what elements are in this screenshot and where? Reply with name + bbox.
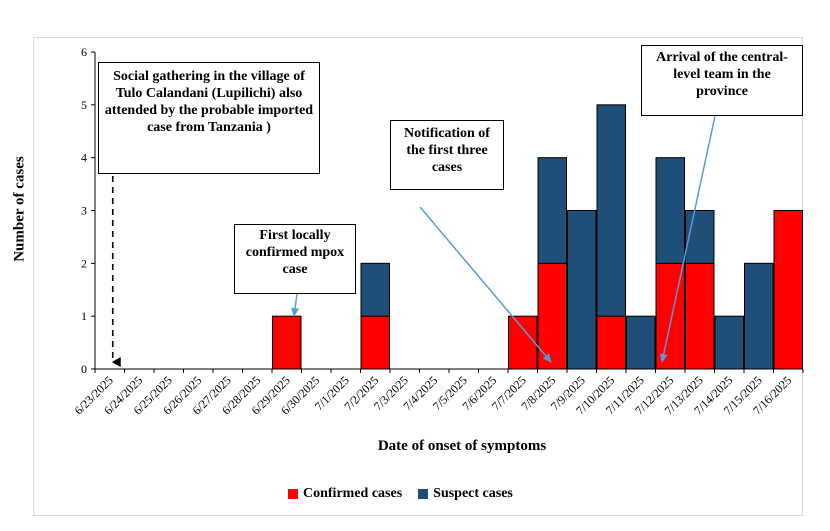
bar-confirmed-7-13-2025 xyxy=(685,262,715,370)
bar-confirmed-7-16-2025 xyxy=(773,210,803,370)
annotation-arrow-arrival xyxy=(659,115,716,363)
legend-swatch-suspect xyxy=(418,489,429,499)
legend-swatch-confirmed xyxy=(288,489,298,499)
bar-suspect-7-11-2025 xyxy=(626,315,656,370)
bar-suspect-7-2-2025 xyxy=(360,262,390,317)
x-axis-label: Date of onset of symptoms xyxy=(377,438,547,454)
bar-confirmed-7-10-2025 xyxy=(596,315,626,370)
bar-suspect-7-10-2025 xyxy=(596,104,626,317)
y-tick-label: 3 xyxy=(81,204,87,218)
y-tick-label: 4 xyxy=(81,151,87,165)
annotation-gathering: Social gathering in the village of Tulo … xyxy=(98,62,320,174)
bar-suspect-7-14-2025 xyxy=(714,315,744,370)
y-tick-label: 6 xyxy=(81,45,87,59)
legend-item-confirmed: Confirmed cases xyxy=(288,486,402,502)
annotation-arrival: Arrival of the central-level team in the… xyxy=(641,45,803,116)
legend-label-suspect: Suspect cases xyxy=(433,486,513,501)
y-tick-label: 1 xyxy=(81,309,87,323)
legend-item-suspect: Suspect cases xyxy=(418,486,513,502)
bar-suspect-7-12-2025 xyxy=(655,157,685,264)
legend: Confirmed cases Suspect cases xyxy=(288,486,523,502)
bar-confirmed-6-29-2025 xyxy=(272,315,302,370)
y-tick-label: 5 xyxy=(81,98,87,112)
y-tick-label: 2 xyxy=(81,256,87,270)
bar-confirmed-7-8-2025 xyxy=(537,262,567,370)
y-axis-label: Number of cases xyxy=(11,156,28,262)
bar-confirmed-7-2-2025 xyxy=(360,315,390,370)
bar-suspect-7-13-2025 xyxy=(685,210,715,264)
annotation-arrow-notification xyxy=(419,206,552,363)
annotation-arrow-first-local xyxy=(291,293,300,317)
annotation-first-local: First locally confirmed mpox case xyxy=(234,224,356,294)
y-tick-label: 0 xyxy=(81,362,87,376)
annotation-notification: Notification of the first three cases xyxy=(390,120,504,190)
bar-suspect-7-9-2025 xyxy=(567,210,597,370)
bar-suspect-7-8-2025 xyxy=(537,157,567,264)
bar-confirmed-7-7-2025 xyxy=(508,315,538,370)
bar-suspect-7-15-2025 xyxy=(744,262,774,370)
legend-label-confirmed: Confirmed cases xyxy=(303,486,403,501)
